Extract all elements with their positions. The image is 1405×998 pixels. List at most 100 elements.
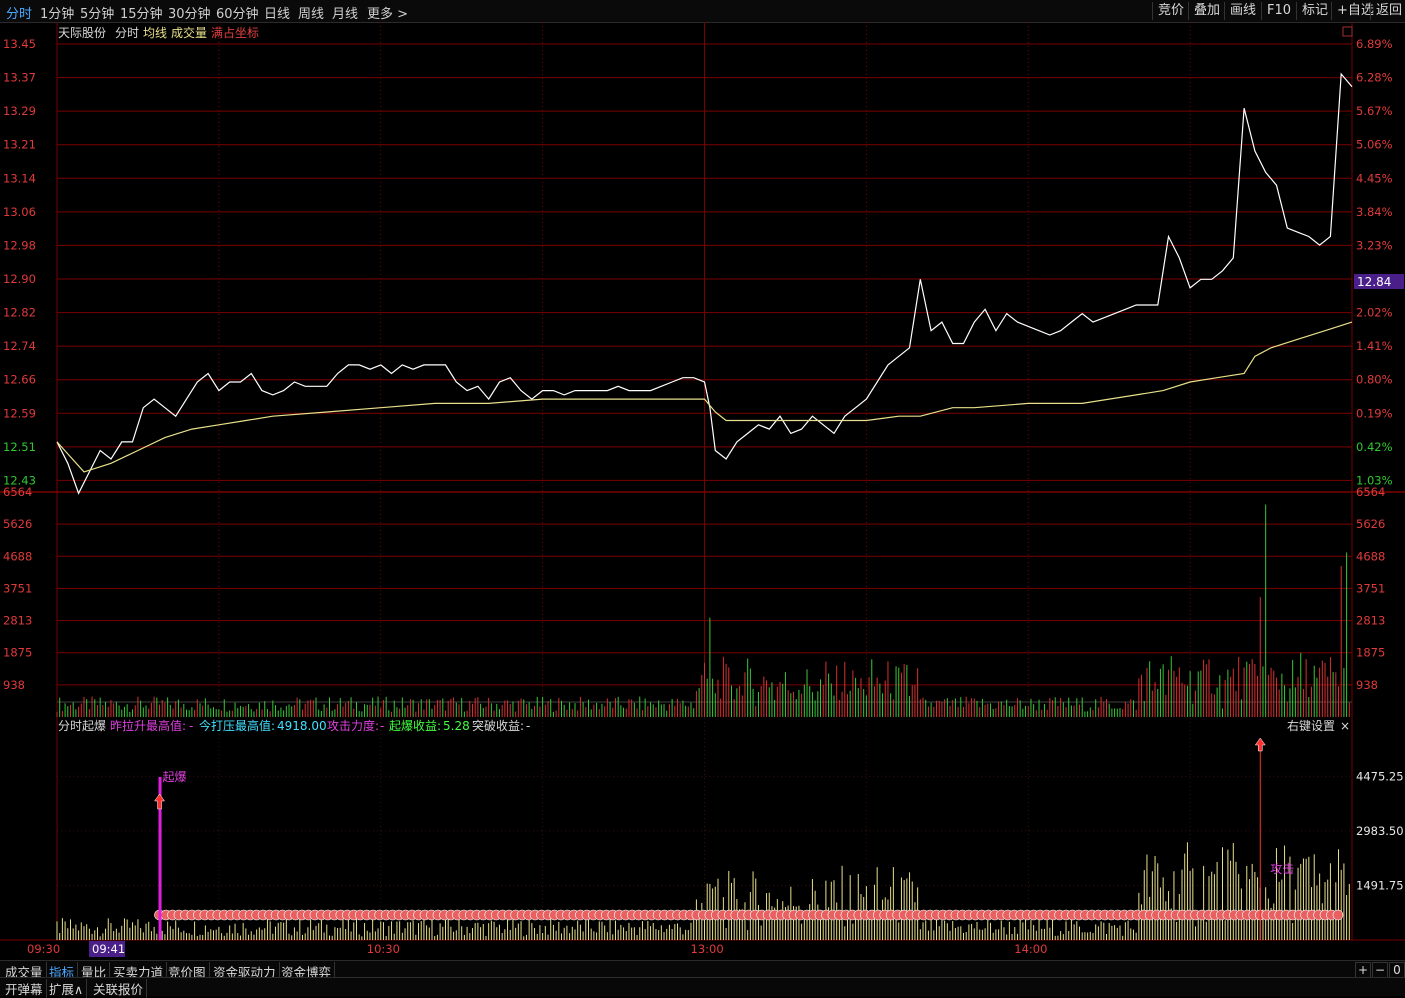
overlay-button[interactable]: 叠加	[1188, 2, 1225, 20]
volume-tick-label: 3751	[3, 581, 32, 595]
volume-label: 成交量	[171, 25, 207, 40]
zoom-in-button[interactable]: +	[1355, 962, 1371, 978]
pct-tick-label: 3.23%	[1356, 238, 1393, 252]
price-tick-label: 13.29	[3, 104, 36, 118]
volume-bars	[56, 504, 1350, 717]
time-tick-label: 10:30	[367, 942, 400, 956]
burst-marker-bar	[158, 777, 162, 940]
zoom-reset-button[interactable]: 0	[1389, 962, 1405, 978]
bottom-tabs: 成交量 指标 量比 买卖力道 竞价图 资金驱动力 资金博弈 + − 0	[0, 960, 1405, 981]
price-tick-label: 13.21	[3, 138, 36, 152]
danmaku-toggle[interactable]: 开弹幕	[2, 979, 47, 998]
time-highlight-box	[89, 941, 125, 957]
period-tab-1min[interactable]: 1分钟	[40, 7, 75, 22]
burst-marker-label: 起爆	[163, 770, 187, 784]
period-tab-5min[interactable]: 5分钟	[80, 7, 115, 22]
period-tab-more[interactable]: 更多 >	[367, 3, 408, 22]
related-quotes[interactable]: 关联报价	[90, 979, 148, 998]
add-watchlist-button[interactable]: +自选	[1331, 2, 1379, 20]
pct-tick-label: 6.89%	[1356, 37, 1393, 51]
volume-tick-label: 1875	[3, 646, 32, 660]
expand-toggle[interactable]: 扩展∧	[46, 979, 88, 998]
tab-indicator[interactable]: 指标	[46, 962, 79, 981]
period-tab-60min[interactable]: 60分钟	[216, 7, 259, 22]
price-tick-label: 12.98	[3, 238, 36, 252]
volume-tick-label: 5626	[3, 517, 32, 531]
volume-tick-label: 2813	[3, 614, 32, 628]
price-tick-label: 13.45	[3, 37, 36, 51]
tab-buy-sell-force[interactable]: 买卖力道	[110, 962, 168, 981]
close-box-icon[interactable]	[1342, 26, 1353, 37]
pct-tick-label: 0.42%	[1356, 440, 1393, 454]
price-tick-label: 12.66	[3, 373, 36, 387]
pct-tick-label: 3.84%	[1356, 205, 1393, 219]
period-tab-month[interactable]: 月线	[332, 7, 359, 22]
price-tick-label: 12.90	[3, 272, 36, 286]
current-price: 12.84	[1357, 275, 1391, 289]
period-tab-day[interactable]: 日线	[264, 7, 291, 22]
indicator-name: 分时起爆	[58, 719, 106, 733]
tab-volume-ratio[interactable]: 量比	[78, 962, 111, 981]
pct-tick-label: 2.02%	[1356, 306, 1393, 320]
fullscale-label[interactable]: 满占坐标	[211, 25, 259, 40]
indicator-band	[154, 737, 1344, 940]
price-tick-label: 13.06	[3, 205, 36, 219]
period-tab-15min[interactable]: 15分钟	[120, 7, 163, 22]
period-tab-week[interactable]: 周线	[298, 7, 325, 22]
f10-button[interactable]: F10	[1261, 2, 1296, 20]
indicator-field-label: 起爆收益:	[389, 719, 441, 733]
indicator-field-value: 4918.00	[277, 719, 327, 733]
tab-auction-chart[interactable]: 竞价图	[165, 962, 210, 981]
tab-capital-drive[interactable]: 资金驱动力	[210, 962, 280, 981]
back-button[interactable]: 返回	[1370, 2, 1405, 20]
right-click-settings[interactable]: 右键设置	[1287, 718, 1335, 733]
indicator-tick-label: 4475.25	[1356, 769, 1404, 783]
axis-labels: 13.45 6.89% 13.37 6.28% 13.29 5.67% 13.21 5.06%…	[3, 37, 1404, 957]
price-tick-label: 12.82	[3, 306, 36, 320]
current-price-tag	[1354, 274, 1404, 289]
volume-tick-label: 1875	[1356, 646, 1385, 660]
zoom-out-button[interactable]: −	[1372, 962, 1388, 978]
attack-arrow-icon	[1254, 737, 1266, 752]
auction-button[interactable]: 竞价	[1152, 2, 1189, 20]
tab-capital-game[interactable]: 资金博弈	[278, 962, 336, 981]
stock-name: 天际股份	[58, 26, 106, 40]
indicator-close-icon[interactable]: ×	[1340, 719, 1350, 733]
band-bead	[1332, 909, 1344, 921]
price-lines	[56, 72, 1353, 495]
pct-tick-label: 5.67%	[1356, 104, 1393, 118]
draw-line-button[interactable]: 画线	[1224, 2, 1261, 20]
price-series-line	[56, 72, 1353, 495]
indicator-bars	[56, 842, 1350, 940]
indicator-field-value: -	[526, 719, 530, 733]
price-tick-label: 12.51	[3, 440, 36, 454]
pct-tick-label: 6.28%	[1356, 71, 1393, 85]
indicator-field-value: 5.28	[443, 719, 470, 733]
volume-tick-label: 4688	[3, 549, 32, 563]
mark-button[interactable]: 标记	[1296, 2, 1333, 20]
intraday-chart[interactable]: 13.45 6.89% 13.37 6.28% 13.29 5.67% 13.21 5.06%…	[0, 22, 1405, 960]
price-tick-label: 12.74	[3, 339, 36, 353]
period-tab-30min[interactable]: 30分钟	[168, 7, 211, 22]
burst-arrow-icon	[154, 793, 166, 810]
attack-marker-label: 攻击	[1270, 862, 1294, 876]
volume-tick-label: 4688	[1356, 549, 1385, 563]
pct-tick-label: 1.41%	[1356, 339, 1393, 353]
time-tick-label: 14:00	[1014, 942, 1047, 956]
period-tab-fenshi[interactable]: 分时	[6, 7, 33, 22]
indicator-tick-label: 1491.75	[1356, 878, 1404, 892]
tab-volume[interactable]: 成交量	[2, 962, 47, 981]
price-tick-label: 13.14	[3, 171, 36, 185]
indicator-field-value: -	[380, 719, 384, 733]
volume-tick-label: 938	[3, 678, 25, 692]
time-tick-label: 13:00	[691, 942, 724, 956]
volume-tick-label: 6564	[3, 485, 32, 499]
pct-tick-label: 1.03%	[1356, 473, 1393, 487]
volume-tick-label: 938	[1356, 678, 1378, 692]
pct-tick-label: 0.80%	[1356, 373, 1393, 387]
pct-tick-label: 0.19%	[1356, 406, 1393, 420]
indicator-tick-label: 2983.50	[1356, 824, 1404, 838]
bottom-tabs-2: 开弹幕 扩展∧ 关联报价	[0, 977, 1405, 998]
indicator-field-label: 今打压最高值:	[199, 718, 275, 733]
period-toolbar: 分时 1分钟 5分钟 15分钟 30分钟 60分钟 日线 周线 月线 更多 > …	[0, 0, 1405, 23]
